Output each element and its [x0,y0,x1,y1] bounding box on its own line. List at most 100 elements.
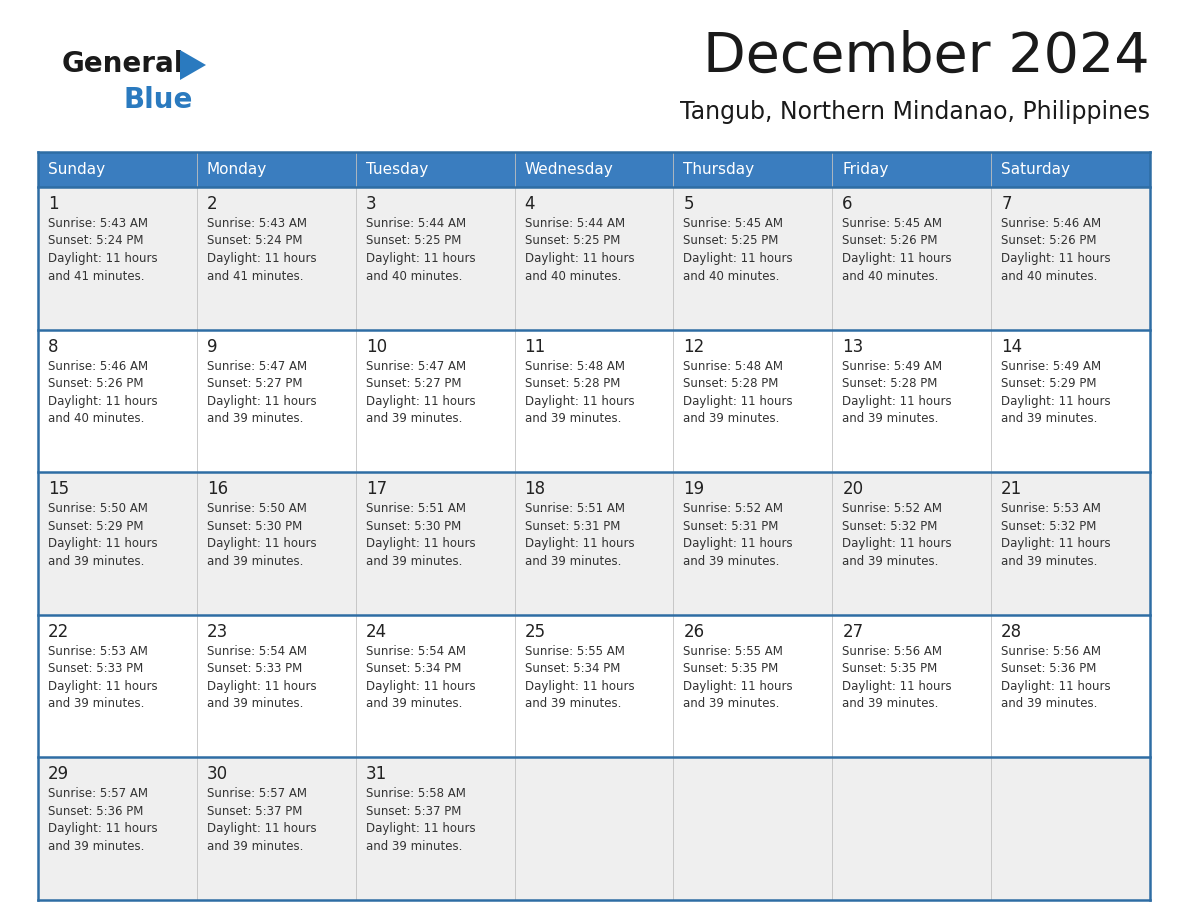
Text: Sunday: Sunday [48,162,105,177]
Bar [514,330,674,472]
Text: Sunset: 5:24 PM: Sunset: 5:24 PM [207,234,303,248]
Bar [38,330,197,472]
Text: and 40 minutes.: and 40 minutes. [842,270,939,283]
Text: 7: 7 [1001,195,1012,213]
Text: Sunset: 5:28 PM: Sunset: 5:28 PM [842,377,937,390]
Text: and 39 minutes.: and 39 minutes. [525,554,621,567]
Text: and 39 minutes.: and 39 minutes. [48,698,145,711]
Bar [197,152,355,187]
Bar [833,152,991,187]
Text: Daylight: 11 hours: Daylight: 11 hours [842,252,952,265]
Text: and 39 minutes.: and 39 minutes. [842,412,939,425]
Text: Sunset: 5:35 PM: Sunset: 5:35 PM [842,662,937,676]
Bar [674,472,833,615]
Bar [674,152,833,187]
Text: Sunset: 5:34 PM: Sunset: 5:34 PM [525,662,620,676]
Text: Sunrise: 5:46 AM: Sunrise: 5:46 AM [48,360,148,373]
Text: Sunrise: 5:46 AM: Sunrise: 5:46 AM [1001,217,1101,230]
Text: and 39 minutes.: and 39 minutes. [207,554,303,567]
Text: Sunrise: 5:45 AM: Sunrise: 5:45 AM [842,217,942,230]
Text: Sunrise: 5:52 AM: Sunrise: 5:52 AM [842,502,942,515]
Text: Sunrise: 5:44 AM: Sunrise: 5:44 AM [525,217,625,230]
Text: and 39 minutes.: and 39 minutes. [366,554,462,567]
Text: and 39 minutes.: and 39 minutes. [842,554,939,567]
Text: 11: 11 [525,338,545,355]
Text: Tuesday: Tuesday [366,162,428,177]
Text: and 39 minutes.: and 39 minutes. [1001,698,1098,711]
Text: 30: 30 [207,766,228,783]
Text: Sunset: 5:36 PM: Sunset: 5:36 PM [1001,662,1097,676]
Text: and 39 minutes.: and 39 minutes. [366,698,462,711]
Text: Daylight: 11 hours: Daylight: 11 hours [842,680,952,693]
Text: Sunrise: 5:50 AM: Sunrise: 5:50 AM [207,502,307,515]
Text: Sunrise: 5:51 AM: Sunrise: 5:51 AM [366,502,466,515]
Text: Daylight: 11 hours: Daylight: 11 hours [48,537,158,550]
Text: Sunrise: 5:58 AM: Sunrise: 5:58 AM [366,788,466,800]
Text: and 40 minutes.: and 40 minutes. [683,270,779,283]
Text: 10: 10 [366,338,387,355]
Text: Monday: Monday [207,162,267,177]
Bar [514,472,674,615]
Bar [833,757,991,900]
Bar [38,152,197,187]
Text: and 40 minutes.: and 40 minutes. [525,270,621,283]
Text: Sunrise: 5:56 AM: Sunrise: 5:56 AM [1001,644,1101,658]
Bar [833,615,991,757]
Text: 12: 12 [683,338,704,355]
Bar [833,472,991,615]
Bar [674,615,833,757]
Text: Daylight: 11 hours: Daylight: 11 hours [525,252,634,265]
Text: Daylight: 11 hours: Daylight: 11 hours [1001,680,1111,693]
Text: 5: 5 [683,195,694,213]
Text: and 39 minutes.: and 39 minutes. [48,554,145,567]
Text: Sunrise: 5:53 AM: Sunrise: 5:53 AM [1001,502,1101,515]
Text: Sunset: 5:25 PM: Sunset: 5:25 PM [366,234,461,248]
Text: Daylight: 11 hours: Daylight: 11 hours [366,252,475,265]
Text: Sunset: 5:24 PM: Sunset: 5:24 PM [48,234,144,248]
Bar [355,757,514,900]
Text: Daylight: 11 hours: Daylight: 11 hours [683,252,794,265]
Text: Sunset: 5:26 PM: Sunset: 5:26 PM [842,234,937,248]
Text: 28: 28 [1001,622,1022,641]
Text: Sunset: 5:30 PM: Sunset: 5:30 PM [207,520,302,532]
Text: 2: 2 [207,195,217,213]
Text: Sunset: 5:37 PM: Sunset: 5:37 PM [366,805,461,818]
Text: Sunrise: 5:44 AM: Sunrise: 5:44 AM [366,217,466,230]
Text: 20: 20 [842,480,864,498]
Text: Daylight: 11 hours: Daylight: 11 hours [525,395,634,408]
Text: 26: 26 [683,622,704,641]
Text: 3: 3 [366,195,377,213]
Bar [514,615,674,757]
Text: 29: 29 [48,766,69,783]
Bar [833,330,991,472]
Bar [991,330,1150,472]
Text: and 39 minutes.: and 39 minutes. [48,840,145,853]
Text: Sunset: 5:28 PM: Sunset: 5:28 PM [525,377,620,390]
Text: Sunrise: 5:45 AM: Sunrise: 5:45 AM [683,217,783,230]
Text: Sunrise: 5:43 AM: Sunrise: 5:43 AM [207,217,307,230]
Text: Sunset: 5:30 PM: Sunset: 5:30 PM [366,520,461,532]
Text: and 39 minutes.: and 39 minutes. [207,412,303,425]
Text: Blue: Blue [124,86,194,114]
Bar [991,615,1150,757]
Bar [355,472,514,615]
Text: Sunrise: 5:52 AM: Sunrise: 5:52 AM [683,502,783,515]
Text: and 39 minutes.: and 39 minutes. [525,698,621,711]
Bar [38,757,197,900]
Text: Sunset: 5:25 PM: Sunset: 5:25 PM [683,234,779,248]
Text: Daylight: 11 hours: Daylight: 11 hours [366,395,475,408]
Text: Sunset: 5:37 PM: Sunset: 5:37 PM [207,805,302,818]
Bar [38,615,197,757]
Bar [197,187,355,330]
Text: 19: 19 [683,480,704,498]
Text: Daylight: 11 hours: Daylight: 11 hours [48,823,158,835]
Text: Daylight: 11 hours: Daylight: 11 hours [1001,537,1111,550]
Bar [355,152,514,187]
Text: Sunset: 5:31 PM: Sunset: 5:31 PM [683,520,779,532]
Text: and 39 minutes.: and 39 minutes. [842,698,939,711]
Text: Sunset: 5:29 PM: Sunset: 5:29 PM [48,520,144,532]
Text: 23: 23 [207,622,228,641]
Bar [514,757,674,900]
Bar [355,615,514,757]
Text: 27: 27 [842,622,864,641]
